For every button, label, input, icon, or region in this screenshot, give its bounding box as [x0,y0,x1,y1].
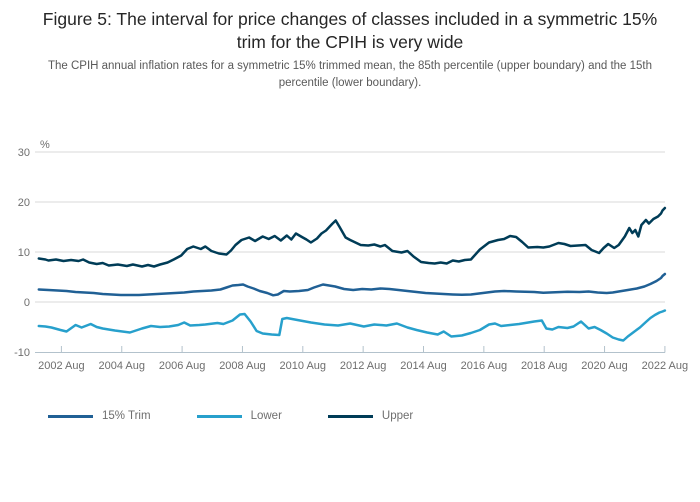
x-tick-label: 2004 Aug [99,360,146,372]
x-tick-label: 2006 Aug [159,360,206,372]
page-title: Figure 5: The interval for price changes… [42,9,658,53]
series-line-15-trim [37,272,667,297]
series-line-lower [37,309,667,342]
legend-item-lower[interactable]: Lower [196,410,282,422]
legend-swatch [327,414,373,418]
legend-label: Upper [381,410,414,422]
chart-legend: 15% Trim Lower Upper [48,408,459,424]
y-tick-label: -10 [14,347,30,359]
series-line-upper [37,206,667,268]
y-axis-unit-label: % [40,139,50,151]
y-tick-label: 10 [18,247,30,259]
legend-label: Lower [250,410,282,422]
y-tick-label: 20 [18,197,30,209]
legend-swatch [48,414,93,418]
x-tick-label: 2014 Aug [400,360,447,372]
legend-swatch [196,414,242,418]
legend-item-15-trim[interactable]: 15% Trim [48,410,151,422]
y-tick-label: 0 [24,297,30,309]
legend-label: 15% Trim [102,410,151,422]
x-tick-label: 2010 Aug [280,360,327,372]
x-tick-label: 2002 Aug [38,360,85,372]
x-tick-label: 2018 Aug [521,360,568,372]
x-tick-label: 2012 Aug [340,360,387,372]
x-tick-label: 2016 Aug [461,360,508,372]
x-tick-label: 2020 Aug [581,360,628,372]
x-tick-label: 2022 Aug [642,360,689,372]
legend-item-upper[interactable]: Upper [327,410,414,422]
x-tick-label: 2008 Aug [219,360,266,372]
y-tick-label: 30 [18,147,30,159]
chart-subtitle: The CPIH annual inflation rates for a sy… [47,60,653,90]
